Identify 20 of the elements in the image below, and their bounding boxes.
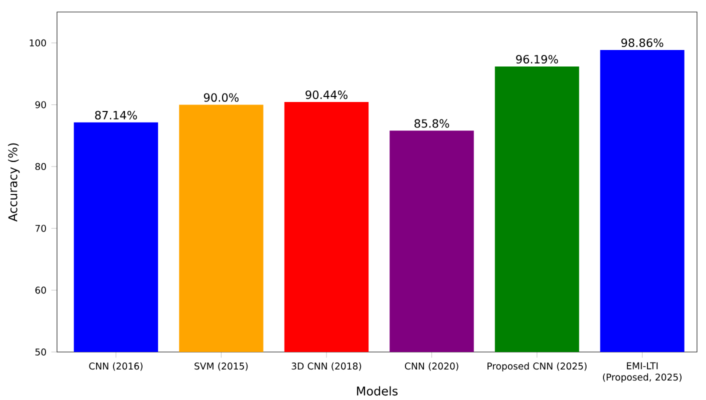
data-label: 87.14% (95, 110, 137, 120)
x-axis-title: Models (357, 386, 398, 396)
y-tick-label: 70 (36, 224, 46, 232)
y-tick-label: 90 (35, 101, 46, 108)
data-label: 96.19% (516, 54, 558, 64)
data-label: 90.0% (204, 93, 239, 102)
data-label: 90.44% (306, 90, 348, 100)
y-tick-label: 60 (35, 286, 46, 294)
x-tick-label: CNN (2016) (89, 362, 142, 371)
x-tick-label: SVM (2015) (194, 362, 248, 371)
y-tick-label: 100 (30, 39, 46, 46)
x-tick-label: EMI-LTI (Proposed, 2025) (603, 362, 682, 382)
y-tick-label: 50 (35, 348, 46, 356)
x-tick-label: CNN (2020) (404, 362, 458, 371)
x-tick-label: 3D CNN (2018) (292, 362, 362, 371)
y-axis-title: Accuracy (%) (8, 143, 20, 222)
data-label: 85.8% (414, 119, 450, 128)
y-tick-label: 80 (35, 163, 46, 170)
x-tick-label: Proposed CNN (2025) (488, 362, 587, 372)
data-label: 98.86% (621, 38, 664, 48)
